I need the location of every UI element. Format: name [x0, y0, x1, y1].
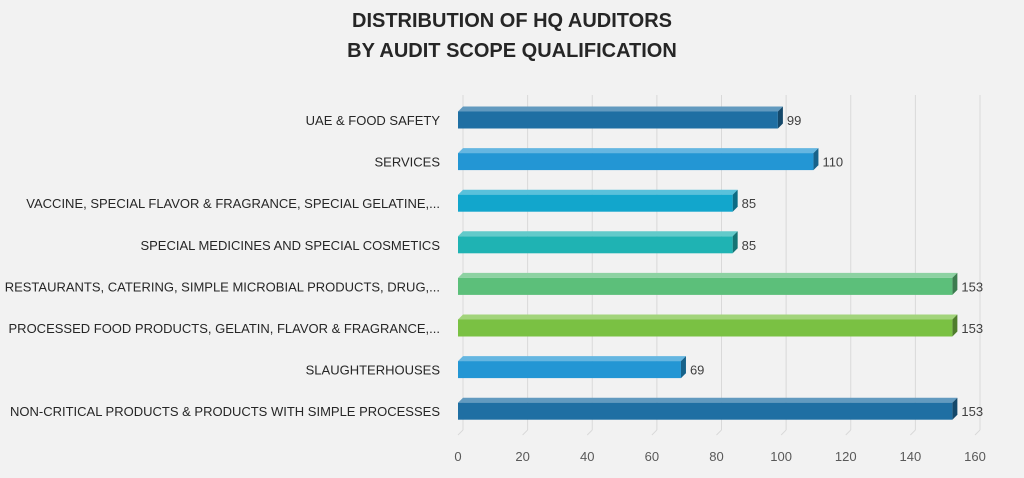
- category-label: SPECIAL MEDICINES AND SPECIAL COSMETICS: [140, 238, 440, 253]
- bar-top-face: [458, 356, 686, 362]
- category-label: SERVICES: [374, 155, 440, 170]
- bar-end-face: [680, 356, 686, 379]
- bar-end-face: [777, 106, 783, 129]
- bar-top-face: [458, 272, 958, 278]
- category-label: UAE & FOOD SAFETY: [306, 113, 441, 128]
- bar-top-face: [458, 189, 738, 195]
- data-label: 153: [961, 279, 983, 294]
- gridline-foot: [457, 429, 464, 436]
- bar-front-face: [458, 361, 681, 379]
- bar: [458, 106, 783, 129]
- bar-end-face: [952, 314, 958, 337]
- bar: [458, 314, 958, 337]
- x-tick-label: 140: [900, 449, 922, 464]
- bar-front-face: [458, 236, 733, 254]
- x-tick-label: 100: [770, 449, 792, 464]
- data-label: 153: [961, 404, 983, 419]
- x-tick-label: 20: [515, 449, 529, 464]
- bar: [458, 397, 958, 420]
- data-labels: 99 110 85 85 153 153 69 153: [690, 113, 983, 419]
- bar: [458, 189, 738, 212]
- gridline-foot: [651, 429, 658, 436]
- bar-front-face: [458, 402, 953, 420]
- data-label: 110: [822, 155, 843, 170]
- x-tick-label: 60: [645, 449, 659, 464]
- bar-end-face: [813, 148, 819, 171]
- bar-top-face: [458, 231, 738, 237]
- category-label: PROCESSED FOOD PRODUCTS, GELATIN, FLAVOR…: [9, 321, 440, 336]
- bar-front-face: [458, 319, 953, 337]
- bar-front-face: [458, 277, 953, 295]
- category-label: NON-CRITICAL PRODUCTS & PRODUCTS WITH SI…: [10, 404, 440, 419]
- x-tick-label: 0: [454, 449, 461, 464]
- data-label: 99: [787, 113, 801, 128]
- bar-end-face: [952, 272, 958, 295]
- bar: [458, 272, 958, 295]
- gridline-foot: [845, 429, 852, 436]
- gridline-foot: [780, 429, 787, 436]
- bar-front-face: [458, 153, 814, 171]
- category-label: SLAUGHTERHOUSES: [306, 363, 441, 378]
- bar: [458, 356, 686, 379]
- data-label: 85: [742, 196, 756, 211]
- bar-top-face: [458, 148, 819, 154]
- bar-top-face: [458, 106, 783, 112]
- data-label: 153: [961, 321, 983, 336]
- gridlines: [457, 95, 981, 436]
- gridline-foot: [716, 429, 722, 436]
- bar-front-face: [458, 194, 733, 212]
- category-label: VACCINE, SPECIAL FLAVOR & FRAGRANCE, SPE…: [26, 196, 440, 211]
- bar-end-face: [952, 397, 958, 420]
- x-tick-label: 80: [709, 449, 723, 464]
- bar-end-face: [732, 231, 738, 254]
- x-tick-label: 160: [964, 449, 986, 464]
- bar: [458, 231, 738, 254]
- gridline-foot: [974, 429, 981, 436]
- category-label: RESTAURANTS, CATERING, SIMPLE MICROBIAL …: [5, 279, 440, 294]
- chart-title: DISTRIBUTION OF HQ AUDITORS: [352, 10, 672, 32]
- bar-front-face: [458, 111, 778, 129]
- gridline-foot: [910, 429, 916, 436]
- data-label: 85: [742, 238, 756, 253]
- x-axis-ticks: 0 20 40 60 80 100 120 140 160: [454, 449, 985, 464]
- chart-subtitle: BY AUDIT SCOPE QUALIFICATION: [347, 40, 677, 62]
- x-tick-label: 40: [580, 449, 594, 464]
- bar-end-face: [732, 189, 738, 212]
- bar-top-face: [458, 314, 958, 320]
- data-label: 69: [690, 363, 704, 378]
- x-tick-label: 120: [835, 449, 857, 464]
- category-labels: UAE & FOOD SAFETY SERVICES VACCINE, SPECIA…: [5, 113, 441, 419]
- bar-top-face: [458, 397, 958, 403]
- bars: [458, 106, 958, 420]
- bar: [458, 148, 819, 171]
- gridline-foot: [522, 429, 528, 436]
- gridline-foot: [586, 429, 593, 436]
